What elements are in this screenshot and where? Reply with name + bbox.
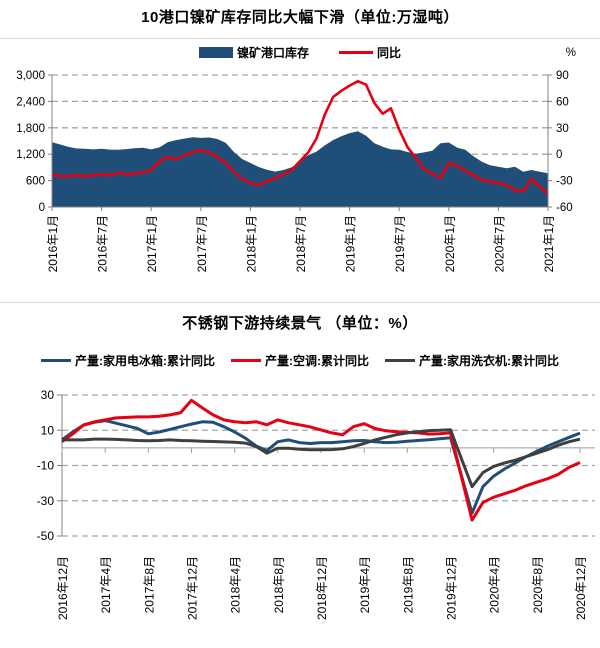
- svg-text:2018年12月: 2018年12月: [315, 556, 329, 620]
- svg-text:2020年4月: 2020年4月: [488, 556, 502, 613]
- svg-text:3,000: 3,000: [16, 70, 45, 82]
- nickel-inventory-section: 10港口镍矿库存同比大幅下滑（单位:万湿吨） 镍矿港口库存 同比 % 0 600 1…: [0, 0, 600, 300]
- legend-label: 产量:家用洗衣机:累计同比: [419, 354, 559, 368]
- line-swatch-icon: [385, 358, 415, 363]
- line-swatch-icon: [41, 358, 71, 363]
- line-swatch-icon: [339, 51, 373, 54]
- line-swatch-icon: [231, 358, 261, 363]
- svg-text:2020年1月: 2020年1月: [443, 215, 457, 272]
- svg-text:2017年1月: 2017年1月: [145, 215, 159, 272]
- chart-legend: 产量:家用电冰箱:累计同比 产量:空调:累计同比 产量:家用洗衣机:累计同比: [0, 352, 600, 369]
- svg-text:-30: -30: [37, 494, 55, 508]
- svg-text:2019年8月: 2019年8月: [401, 556, 415, 613]
- svg-text:60: 60: [556, 96, 569, 108]
- svg-text:2020年8月: 2020年8月: [531, 556, 545, 613]
- svg-text:90: 90: [556, 70, 569, 82]
- svg-text:2017年7月: 2017年7月: [195, 215, 209, 272]
- svg-text:-10: -10: [37, 459, 55, 473]
- svg-text:2017年4月: 2017年4月: [99, 556, 113, 613]
- svg-text:2,400: 2,400: [16, 96, 45, 108]
- divider-line: [0, 302, 600, 303]
- svg-text:2018年1月: 2018年1月: [244, 215, 258, 272]
- svg-text:0: 0: [39, 202, 45, 214]
- svg-text:2018年4月: 2018年4月: [229, 556, 243, 613]
- legend-item-yoy: 同比: [339, 44, 401, 61]
- svg-text:-50: -50: [37, 529, 55, 543]
- legend-item-inventory: 镍矿港口库存: [198, 44, 309, 61]
- svg-text:2017年12月: 2017年12月: [186, 556, 200, 620]
- legend-item-ac: 产量:空调:累计同比: [231, 352, 369, 369]
- area-swatch-icon: [198, 47, 233, 58]
- svg-text:2016年1月: 2016年1月: [46, 215, 60, 272]
- svg-text:2017年8月: 2017年8月: [142, 556, 156, 613]
- nickel-inventory-chart: 0 600 1,200 1,800 2,400 3,000 -60 -30 0 30 60 90 201…: [16, 70, 573, 272]
- svg-text:2020年7月: 2020年7月: [492, 215, 506, 272]
- svg-text:1,800: 1,800: [16, 123, 45, 135]
- svg-text:600: 600: [26, 176, 45, 188]
- svg-text:2018年7月: 2018年7月: [294, 215, 308, 272]
- legend-label: 同比: [377, 46, 402, 60]
- svg-text:2016年7月: 2016年7月: [96, 215, 110, 272]
- chart-legend: 镍矿港口库存 同比: [0, 44, 600, 61]
- svg-text:2020年12月: 2020年12月: [574, 556, 588, 620]
- svg-text:0: 0: [556, 149, 562, 161]
- legend-item-fridge: 产量:家用电冰箱:累计同比: [41, 352, 215, 369]
- svg-text:2019年7月: 2019年7月: [393, 215, 407, 272]
- svg-text:30: 30: [41, 388, 55, 402]
- svg-text:1,200: 1,200: [16, 149, 45, 161]
- chart-title: 10港口镍矿库存同比大幅下滑（单位:万湿吨）: [141, 9, 459, 26]
- right-axis-unit-label: %: [565, 47, 576, 59]
- svg-text:2018年8月: 2018年8月: [272, 556, 286, 613]
- svg-text:10: 10: [41, 423, 55, 437]
- legend-label: 产量:家用电冰箱:累计同比: [75, 354, 215, 368]
- chart-title: 不锈钢下游持续景气 （单位：%）: [182, 315, 418, 332]
- legend-item-washer: 产量:家用洗衣机:累计同比: [385, 352, 559, 369]
- legend-label: 镍矿港口库存: [236, 46, 309, 60]
- svg-text:2021年1月: 2021年1月: [542, 215, 556, 272]
- svg-text:-30: -30: [556, 176, 573, 188]
- svg-text:2019年1月: 2019年1月: [344, 215, 358, 272]
- downstream-section: 不锈钢下游持续景气 （单位：%） 产量:家用电冰箱:累计同比 产量:空调:累计同…: [0, 300, 600, 648]
- svg-text:2016年12月: 2016年12月: [56, 556, 70, 620]
- svg-text:2019年4月: 2019年4月: [358, 556, 372, 613]
- svg-text:30: 30: [556, 123, 569, 135]
- divider-line: [0, 38, 600, 39]
- legend-label: 产量:空调:累计同比: [265, 354, 369, 368]
- svg-text:-60: -60: [556, 202, 573, 214]
- svg-text:2019年12月: 2019年12月: [445, 556, 459, 620]
